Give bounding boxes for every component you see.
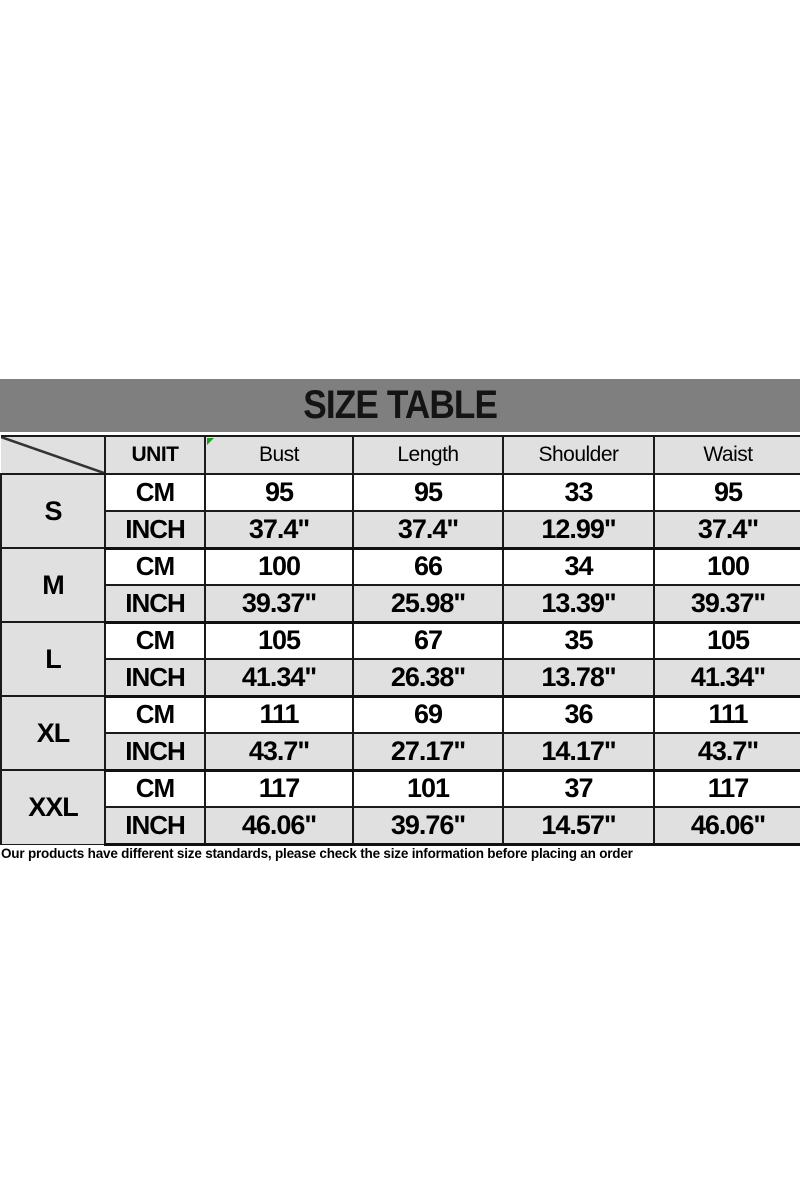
value-cell: 13.78" <box>502 658 655 698</box>
value-cell: 12.99" <box>502 510 655 550</box>
unit-cell: INCH <box>104 510 206 550</box>
green-corner-marker-icon <box>207 438 214 445</box>
value-cell: 41.34" <box>653 658 800 698</box>
value-cell: 35 <box>502 621 655 660</box>
unit-cell: INCH <box>104 732 206 772</box>
value-cell: 36 <box>502 695 655 734</box>
column-header-bust: Bust <box>204 435 354 475</box>
value-cell: 105 <box>653 621 800 660</box>
table-row-xl-inch: INCH 43.7" 27.17" 14.17" 43.7" <box>1 732 800 772</box>
table-row-m-inch: INCH 39.37" 25.98" 13.39" 39.37" <box>1 584 800 624</box>
value-cell: 33 <box>502 473 655 512</box>
value-cell: 34 <box>502 547 655 586</box>
value-cell: 14.57" <box>502 806 655 846</box>
table-row-xl-cm: XL CM 111 69 36 111 <box>0 695 800 771</box>
table-row-l-inch: INCH 41.34" 26.38" 13.78" 41.34" <box>1 658 800 698</box>
size-label-s: S <box>0 473 106 549</box>
column-header-label: Bust <box>258 443 300 466</box>
value-cell: 27.17" <box>352 732 504 772</box>
value-cell: 101 <box>352 769 504 808</box>
size-label-xl: XL <box>0 695 106 771</box>
table-row-m-cm: M CM 100 66 34 100 <box>0 547 800 623</box>
diagonal-line-icon <box>1 437 104 473</box>
value-cell: 117 <box>204 769 354 808</box>
unit-cell: CM <box>104 695 206 734</box>
table-row-xxl-inch: INCH 46.06" 39.76" 14.57" 46.06" <box>1 806 800 846</box>
header-row: UNIT Bust Length Shoulder Waist <box>1 435 800 475</box>
column-header-length: Length <box>352 435 504 475</box>
value-cell: 14.17" <box>502 732 655 772</box>
value-cell: 37.4" <box>653 510 800 550</box>
value-cell: 100 <box>204 547 354 586</box>
value-cell: 37.4" <box>204 510 354 550</box>
value-cell: 46.06" <box>204 806 354 846</box>
unit-cell: INCH <box>104 584 206 624</box>
unit-cell: INCH <box>104 658 206 698</box>
value-cell: 95 <box>352 473 504 512</box>
value-cell: 37 <box>502 769 655 808</box>
table-row-l-cm: L CM 105 67 35 105 <box>0 621 800 697</box>
value-cell: 105 <box>204 621 354 660</box>
value-cell: 39.37" <box>653 584 800 624</box>
value-cell: 66 <box>352 547 504 586</box>
unit-cell: CM <box>104 769 206 808</box>
unit-cell: CM <box>104 473 206 512</box>
unit-cell: CM <box>104 621 206 660</box>
table-row-s-inch: INCH 37.4" 37.4" 12.99" 37.4" <box>1 510 800 550</box>
value-cell: 37.4" <box>352 510 504 550</box>
value-cell: 43.7" <box>204 732 354 772</box>
unit-cell: CM <box>104 547 206 586</box>
value-cell: 41.34" <box>204 658 354 698</box>
value-cell: 26.38" <box>352 658 504 698</box>
value-cell: 100 <box>653 547 800 586</box>
value-cell: 46.06" <box>653 806 800 846</box>
unit-cell: INCH <box>104 806 206 846</box>
value-cell: 25.98" <box>352 584 504 624</box>
table-row-s-cm: S CM 95 95 33 95 <box>0 473 800 549</box>
diagonal-corner-cell <box>1 435 106 475</box>
value-cell: 39.37" <box>204 584 354 624</box>
column-header-shoulder: Shoulder <box>502 435 655 475</box>
column-header-unit: UNIT <box>104 435 206 475</box>
size-label-m: M <box>0 547 106 623</box>
value-cell: 117 <box>653 769 800 808</box>
value-cell: 111 <box>653 695 800 734</box>
value-cell: 39.76" <box>352 806 504 846</box>
size-table-title-bar: SIZE TABLE <box>0 379 800 432</box>
value-cell: 95 <box>204 473 354 512</box>
value-cell: 69 <box>352 695 504 734</box>
page-title: SIZE TABLE <box>303 383 498 427</box>
size-disclaimer-text: Our products have different size standar… <box>1 846 633 861</box>
value-cell: 13.39" <box>502 584 655 624</box>
table-row-xxl-cm: XXL CM 117 101 37 117 <box>0 769 800 845</box>
value-cell: 95 <box>653 473 800 512</box>
column-header-waist: Waist <box>653 435 800 475</box>
value-cell: 111 <box>204 695 354 734</box>
value-cell: 43.7" <box>653 732 800 772</box>
size-table: UNIT Bust Length Shoulder Waist S CM 95 … <box>0 435 800 846</box>
value-cell: 67 <box>352 621 504 660</box>
size-label-xxl: XXL <box>0 769 106 845</box>
size-label-l: L <box>0 621 106 697</box>
